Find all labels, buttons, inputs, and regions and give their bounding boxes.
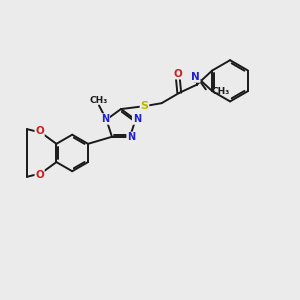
Text: CH₃: CH₃ bbox=[90, 96, 108, 105]
Text: O: O bbox=[173, 69, 182, 79]
Text: N: N bbox=[191, 72, 200, 82]
Text: O: O bbox=[35, 126, 44, 136]
Text: O: O bbox=[35, 170, 44, 180]
Text: N: N bbox=[127, 132, 135, 142]
Text: CH₃: CH₃ bbox=[211, 87, 229, 96]
Text: N: N bbox=[101, 114, 109, 124]
Text: S: S bbox=[140, 101, 148, 111]
Text: N: N bbox=[133, 114, 141, 124]
